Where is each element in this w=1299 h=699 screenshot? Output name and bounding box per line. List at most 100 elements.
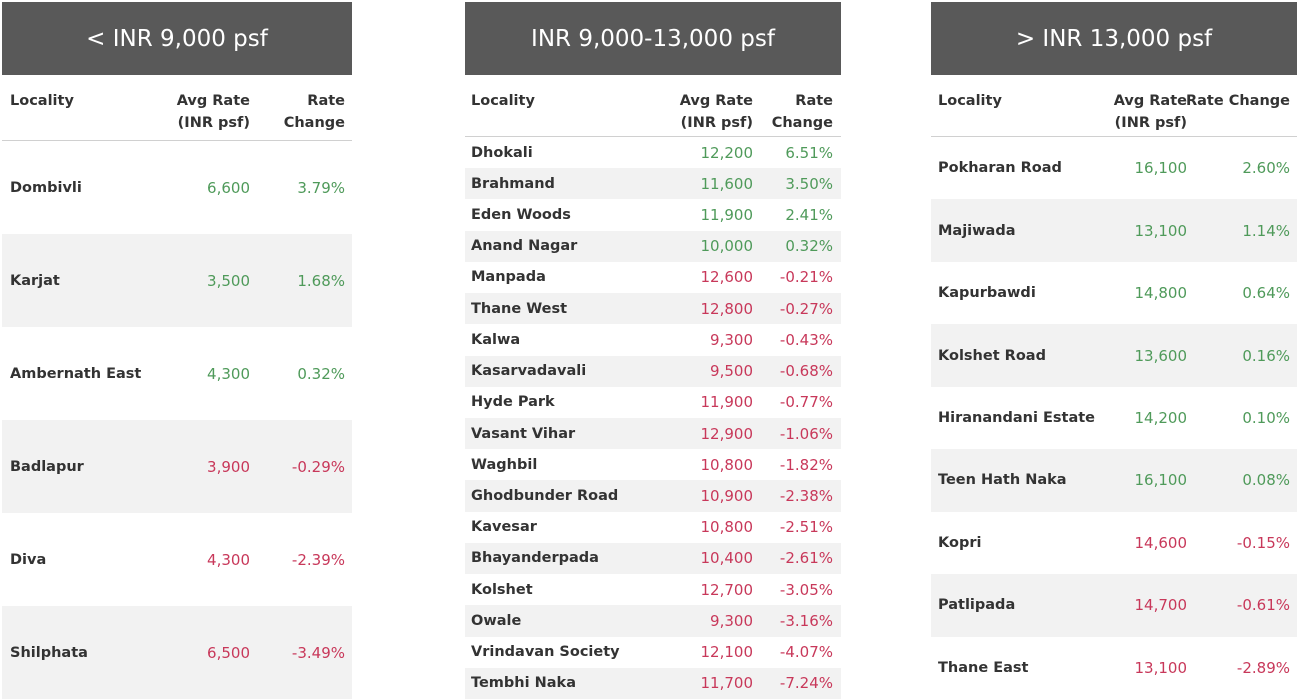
- rate-change: 0.64%: [1242, 284, 1290, 303]
- locality: Manpada: [471, 269, 546, 286]
- table-panel: > INR 13,000 psf Locality Avg Rate (INR psf…: [931, 2, 1297, 699]
- column-header: Locality: [938, 93, 1002, 109]
- table-row: Anand Nagar 10,000 0.32%: [465, 230, 841, 262]
- column-header: Locality: [10, 93, 74, 109]
- rate-change: -0.21%: [779, 268, 833, 287]
- table-row: Ghodbunder Road 10,900 -2.38%: [465, 480, 841, 512]
- avg-rate: 6,500: [207, 643, 250, 662]
- locality: Ambernath East: [10, 365, 142, 382]
- rate-change: -3.49%: [291, 643, 345, 662]
- avg-rate: 4,300: [207, 364, 250, 383]
- table-row: Kavesar 10,800 -2.51%: [465, 512, 841, 543]
- table-row: Brahmand 11,600 3.50%: [465, 168, 841, 200]
- rate-change: 2.60%: [1242, 159, 1290, 178]
- locality: Vasant Vihar: [471, 425, 576, 442]
- rate-change: -0.68%: [779, 362, 833, 381]
- rate-change: 6.51%: [785, 143, 833, 162]
- avg-rate: 13,100: [1134, 221, 1188, 240]
- locality: Anand Nagar: [471, 238, 578, 255]
- locality: Dhokali: [471, 144, 533, 161]
- table-row: Thane West 12,800 -0.27%: [465, 293, 841, 325]
- rate-change: -0.43%: [779, 330, 833, 349]
- locality: Kasarvadavali: [471, 363, 587, 380]
- column-header: (INR psf): [680, 115, 753, 131]
- table-row: Teen Hath Naka 16,100 0.08%: [931, 449, 1297, 512]
- locality: Dombivli: [10, 179, 82, 196]
- column-header: Rate: [795, 93, 833, 109]
- table-row: Shilphata 6,500 -3.49%: [2, 606, 352, 699]
- avg-rate: 16,100: [1134, 471, 1188, 490]
- locality: Pokharan Road: [938, 160, 1062, 177]
- avg-rate: 11,700: [700, 674, 754, 693]
- table-row: Kasarvadavali 9,500 -0.68%: [465, 355, 841, 387]
- locality: Kapurbawdi: [938, 285, 1036, 302]
- table-row: Vrindavan Society 12,100 -4.07%: [465, 637, 841, 668]
- table-title: < INR 9,000 psf: [2, 2, 352, 75]
- rate-change: 0.08%: [1242, 471, 1290, 490]
- rate-change: -0.77%: [779, 393, 833, 412]
- locality: Kolshet Road: [938, 347, 1046, 364]
- rate-change: -0.15%: [1236, 533, 1290, 552]
- header-divider: [2, 140, 352, 141]
- table-row: Manpada 12,600 -0.21%: [465, 262, 841, 293]
- locality: Eden Woods: [471, 207, 571, 224]
- rate-change: -0.61%: [1236, 596, 1290, 615]
- avg-rate: 12,200: [700, 143, 754, 162]
- rate-change: -1.82%: [779, 455, 833, 474]
- table-title: > INR 13,000 psf: [931, 2, 1297, 75]
- table-row: Kopri 14,600 -0.15%: [931, 512, 1297, 574]
- locality: Hyde Park: [471, 394, 555, 411]
- locality: Hiranandani Estate: [938, 409, 1095, 426]
- rate-change: 0.32%: [785, 237, 833, 256]
- table-row: Kolshet Road 13,600 0.16%: [931, 324, 1297, 387]
- column-header: Avg Rate: [1113, 93, 1187, 109]
- locality: Karjat: [10, 272, 60, 289]
- locality: Kolshet: [471, 581, 533, 598]
- avg-rate: 13,600: [1134, 346, 1188, 365]
- table-row: Patlipada 14,700 -0.61%: [931, 574, 1297, 637]
- table-row: Hiranandani Estate 14,200 0.10%: [931, 387, 1297, 449]
- rate-change: -7.24%: [779, 674, 833, 693]
- avg-rate: 13,100: [1134, 658, 1188, 677]
- avg-rate: 10,900: [700, 487, 754, 506]
- table-row: Eden Woods 11,900 2.41%: [465, 199, 841, 230]
- avg-rate: 10,400: [700, 549, 754, 568]
- table-row: Owale 9,300 -3.16%: [465, 605, 841, 637]
- rate-change: 2.41%: [785, 206, 833, 225]
- table-row: Waghbil 10,800 -1.82%: [465, 449, 841, 480]
- table-row: Diva 4,300 -2.39%: [2, 513, 352, 606]
- avg-rate: 16,100: [1134, 159, 1188, 178]
- rate-change: -2.51%: [779, 518, 833, 537]
- table-row: Hyde Park 11,900 -0.77%: [465, 387, 841, 418]
- rate-change: -4.07%: [779, 643, 833, 662]
- column-header: Avg Rate: [176, 93, 250, 109]
- rate-change: -2.38%: [779, 487, 833, 506]
- avg-rate: 9,300: [710, 611, 753, 630]
- table-row: Majiwada 13,100 1.14%: [931, 199, 1297, 262]
- avg-rate: 11,900: [700, 206, 754, 225]
- locality: Majiwada: [938, 222, 1016, 239]
- rate-change: -2.89%: [1236, 658, 1290, 677]
- table-row: Kolshet 12,700 -3.05%: [465, 574, 841, 605]
- locality: Thane West: [471, 300, 568, 317]
- rate-change: -0.27%: [779, 299, 833, 318]
- avg-rate: 6,600: [207, 178, 250, 197]
- avg-rate: 12,800: [700, 299, 754, 318]
- table-panel: < INR 9,000 psf Locality Avg Rate (INR psf)…: [2, 2, 352, 699]
- locality: Owale: [471, 612, 522, 629]
- locality: Badlapur: [10, 458, 84, 475]
- avg-rate: 12,700: [700, 580, 754, 599]
- avg-rate: 9,500: [710, 362, 753, 381]
- rate-change: -1.06%: [779, 424, 833, 443]
- avg-rate: 3,900: [207, 457, 250, 476]
- avg-rate: 10,000: [700, 237, 754, 256]
- rate-change: 1.14%: [1242, 221, 1290, 240]
- rate-change: 3.50%: [785, 174, 833, 193]
- locality: Vrindavan Society: [471, 644, 620, 661]
- header-divider: [931, 136, 1297, 137]
- locality: Kavesar: [471, 519, 537, 536]
- locality: Tembhi Naka: [471, 675, 576, 692]
- header-divider: [465, 136, 841, 137]
- rate-change: -2.39%: [291, 550, 345, 569]
- avg-rate: 14,700: [1134, 596, 1188, 615]
